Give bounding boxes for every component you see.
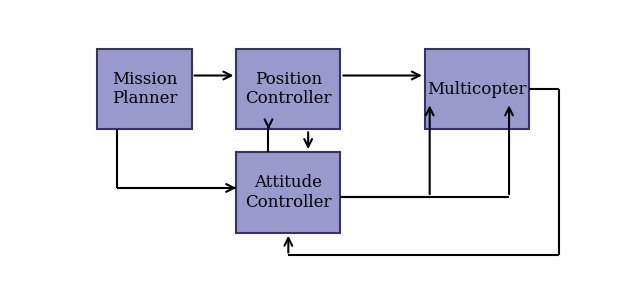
- FancyBboxPatch shape: [425, 48, 529, 129]
- Text: Attitude
Controller: Attitude Controller: [245, 174, 332, 211]
- FancyBboxPatch shape: [97, 48, 191, 129]
- FancyBboxPatch shape: [236, 48, 340, 129]
- FancyBboxPatch shape: [236, 152, 340, 233]
- Text: Mission
Planner: Mission Planner: [112, 71, 177, 107]
- Text: Multicopter: Multicopter: [427, 81, 527, 98]
- Text: Position
Controller: Position Controller: [245, 71, 332, 107]
